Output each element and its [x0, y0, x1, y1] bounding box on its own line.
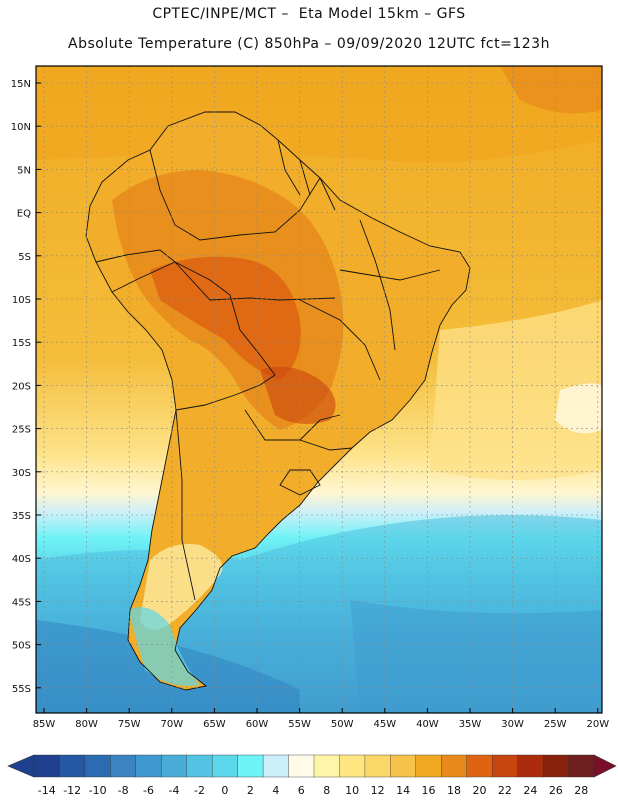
colorbar-swatch [262, 754, 290, 778]
lon-label: 60W [246, 719, 269, 730]
lon-label: 30W [501, 719, 524, 730]
color-bar [7, 754, 617, 778]
lat-lon-grid [36, 66, 602, 713]
lon-label: 35W [459, 719, 482, 730]
longitude-labels: 85W 80W 75W 70W 65W 60W 55W 50W 45W 40W 35W 30W 25W 2… [33, 708, 609, 730]
colorbar-label: 4 [272, 784, 279, 797]
color-bar-labels: -14 -12 -10 -8 -6 -4 -2 0 2 4 6 8 10 12 14 16 18 20 22 24 26… [38, 784, 589, 797]
colorbar-label: 18 [447, 784, 461, 797]
colorbar-swatch [135, 754, 162, 778]
colorbar-swatch [568, 754, 595, 778]
colorbar-label: 28 [574, 784, 588, 797]
map-frame [35, 65, 603, 714]
colorbar-label: 16 [422, 784, 436, 797]
colorbar-label: 6 [298, 784, 305, 797]
lon-label: 80W [75, 719, 98, 730]
colorbar-label: 10 [345, 784, 359, 797]
temperature-field [36, 66, 602, 713]
colorbar-label: 8 [323, 784, 330, 797]
lat-label: 10N [11, 122, 31, 133]
colorbar-label: 12 [371, 784, 385, 797]
lon-label: 85W [33, 719, 56, 730]
colorbar-swatch [313, 754, 340, 778]
latitude-labels: 15N 10N 5N EQ 5S 10S 15S 20S 25S 30S 35S 40S 45S 50S 5… [11, 79, 41, 695]
colorbar-label: 0 [221, 784, 228, 797]
lon-label: 55W [288, 719, 311, 730]
colorbar-label: 22 [498, 784, 512, 797]
colorbar-swatch [542, 754, 570, 778]
lon-label: 70W [160, 719, 183, 730]
colorbar-label: -8 [118, 784, 129, 797]
lon-label: 65W [203, 719, 226, 730]
colorbar-swatch [33, 754, 60, 778]
colorbar-label: -2 [194, 784, 205, 797]
colorbar-swatch [59, 754, 86, 778]
colorbar-swatch [237, 754, 264, 778]
lon-label: 40W [416, 719, 439, 730]
colorbar-label: 26 [549, 784, 563, 797]
colorbar-label: 2 [247, 784, 254, 797]
map-title: CPTEC/INPE/MCT – Eta Model 15km – GFS [152, 6, 466, 22]
colorbar-swatch [517, 754, 544, 778]
colorbar-label: -14 [38, 784, 56, 797]
colorbar-swatch [390, 754, 417, 778]
lat-label: 40S [12, 554, 31, 565]
lat-label: 5S [18, 252, 31, 263]
lat-label: 50S [12, 641, 31, 652]
lat-label: 30S [12, 468, 31, 479]
colorbar-label: -6 [143, 784, 154, 797]
colorbar-swatch [161, 754, 188, 778]
lat-label: 15N [11, 79, 31, 90]
lon-label: 50W [331, 719, 354, 730]
colorbar-label: -4 [169, 784, 180, 797]
lon-label: 45W [373, 719, 396, 730]
colorbar-label: 20 [472, 784, 486, 797]
colorbar-label: -12 [63, 784, 81, 797]
colorbar-swatch [110, 754, 137, 778]
map-subtitle: Absolute Temperature (C) 850hPa – 09/09/… [68, 36, 550, 52]
lat-label: 15S [12, 338, 31, 349]
colorbar-arrow-low [7, 754, 35, 778]
lat-label: 5N [17, 165, 31, 176]
colorbar-label: 24 [523, 784, 537, 797]
colorbar-swatch [491, 754, 519, 778]
colorbar-label: -10 [89, 784, 107, 797]
colorbar-swatch [288, 754, 315, 778]
lat-label: 25S [12, 425, 31, 436]
lon-label: 20W [586, 719, 609, 730]
colorbar-swatch [186, 754, 213, 778]
lat-label: 45S [12, 597, 31, 608]
lat-label: 20S [12, 381, 31, 392]
colorbar-swatch [364, 754, 391, 778]
lat-label: 10S [12, 295, 31, 306]
colorbar-arrow-high [593, 754, 617, 778]
colorbar-label: 14 [396, 784, 410, 797]
colorbar-swatch [339, 754, 366, 778]
lon-label: 25W [544, 719, 567, 730]
lat-label: EQ [17, 209, 31, 220]
colorbar-swatch [441, 754, 468, 778]
lat-label: 35S [12, 511, 31, 522]
colorbar-swatch [466, 754, 493, 778]
colorbar-swatch [415, 754, 442, 778]
colorbar-swatch [211, 754, 239, 778]
lat-label: 55S [12, 684, 31, 695]
lon-label: 75W [118, 719, 141, 730]
colorbar-swatch [84, 754, 111, 778]
